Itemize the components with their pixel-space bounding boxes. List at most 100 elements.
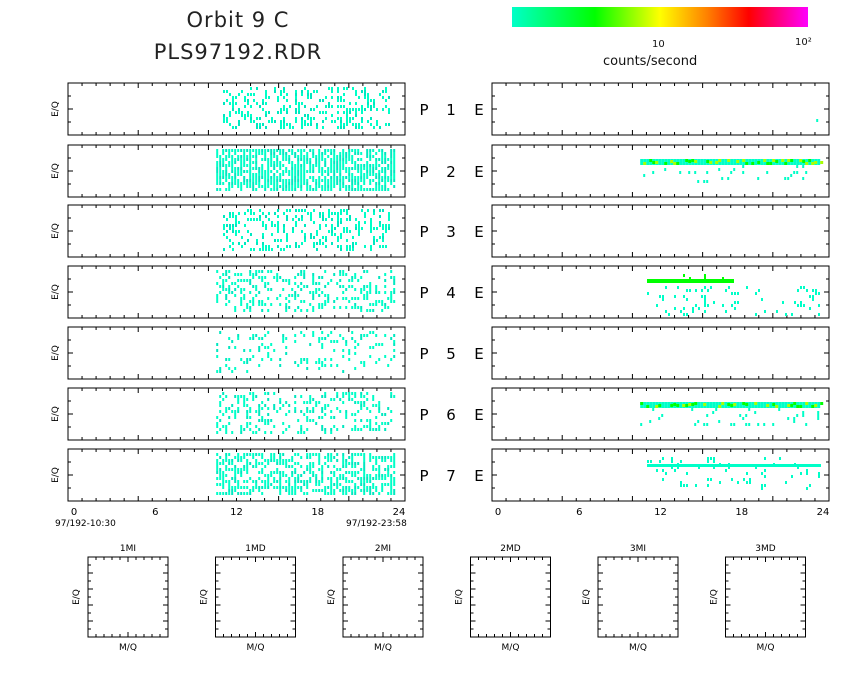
- left-data-cell: [259, 215, 261, 218]
- left-data-cell: [250, 212, 252, 215]
- left-data-cell: [250, 114, 252, 117]
- left-data-cell: [225, 468, 228, 471]
- left-data-cell: [300, 431, 303, 434]
- left-data-cell: [270, 419, 273, 422]
- left-data-cell: [357, 471, 360, 474]
- left-data-cell: [321, 167, 324, 170]
- left-data-cell: [252, 486, 255, 489]
- left-data-cell: [352, 245, 354, 248]
- left-data-cell: [345, 477, 348, 480]
- left-data-cell: [238, 111, 240, 114]
- right-data-cell: [704, 310, 706, 313]
- left-data-cell: [291, 492, 294, 495]
- left-data-cell: [234, 294, 237, 297]
- right-data-cell-band: [815, 464, 818, 467]
- left-data-cell: [310, 123, 312, 126]
- left-data-cell: [234, 179, 237, 182]
- left-data-cell: [270, 149, 273, 152]
- left-data-cell: [225, 465, 228, 468]
- left-data-cell: [343, 99, 345, 102]
- left-data-cell: [240, 456, 243, 459]
- right-data-cell-band: [758, 464, 761, 467]
- left-data-cell: [369, 282, 372, 285]
- left-data-cell: [360, 392, 363, 395]
- left-data-cell: [319, 212, 321, 215]
- left-data-cell: [249, 152, 252, 155]
- left-data-cell: [277, 221, 279, 224]
- left-data-cell: [390, 161, 393, 164]
- left-data-cell: [381, 185, 384, 188]
- left-data-cell: [349, 215, 351, 218]
- left-data-cell: [369, 285, 372, 288]
- left-data-cell: [219, 167, 222, 170]
- left-data-cell: [303, 300, 306, 303]
- right-data-cell-band: [677, 464, 680, 467]
- right-data-cell: [664, 168, 667, 171]
- left-data-cell: [261, 453, 264, 456]
- left-data-cell: [370, 218, 372, 221]
- left-data-cell: [243, 279, 246, 282]
- left-data-cell: [349, 218, 351, 221]
- left-data-cell: [336, 170, 339, 173]
- left-data-cell: [348, 395, 351, 398]
- right-data-cell: [754, 411, 757, 414]
- right-data-cell: [725, 289, 727, 292]
- left-data-cell: [268, 120, 270, 123]
- panel-layer: E/Q P 1 EE/Q P 2 EE/Q P 3 EE/Q P 4 EE/Q P 5 EE/Q P 6 EE/Q P…: [51, 82, 830, 529]
- mq-panel-xlabel: M/Q: [374, 643, 392, 653]
- left-data-cell: [283, 230, 285, 233]
- mq-panel-ylabel: E/Q: [327, 589, 337, 605]
- left-data-cell: [303, 480, 306, 483]
- left-data-cell: [264, 334, 267, 337]
- left-data-cell: [273, 471, 276, 474]
- left-data-cell: [261, 152, 264, 155]
- left-data-cell: [372, 149, 375, 152]
- left-data-cell: [265, 90, 267, 93]
- left-data-cell: [363, 164, 366, 167]
- left-data-cell: [340, 218, 342, 221]
- left-data-cell: [276, 188, 279, 191]
- left-data-cell: [261, 185, 264, 188]
- left-data-cell: [379, 93, 381, 96]
- left-data-cell: [393, 291, 396, 294]
- left-data-cell: [342, 167, 345, 170]
- left-data-cell: [357, 279, 360, 282]
- left-data-cell: [264, 173, 267, 176]
- left-data-cell: [238, 120, 240, 123]
- left-data-cell: [360, 361, 363, 364]
- left-data-cell: [301, 117, 303, 120]
- left-data-cell: [288, 477, 291, 480]
- right-data-cell: [728, 286, 730, 289]
- left-data-cell: [309, 167, 312, 170]
- left-data-cell: [324, 164, 327, 167]
- right-data-cell: [734, 292, 736, 295]
- right-data-cell-band: [731, 279, 734, 283]
- right-data-cell: [692, 310, 694, 313]
- left-data-cell: [324, 486, 327, 489]
- right-data-cell-band: [658, 159, 662, 165]
- left-data-cell: [336, 477, 339, 480]
- left-data-cell: [346, 117, 348, 120]
- left-data-cell: [267, 176, 270, 179]
- left-data-cell: [331, 230, 333, 233]
- left-data-cell: [330, 459, 333, 462]
- right-data-cell-band: [703, 159, 707, 165]
- left-data-cell: [273, 404, 276, 407]
- left-data-cell: [234, 477, 237, 480]
- left-data-cell: [244, 212, 246, 215]
- left-data-cell: [237, 407, 240, 410]
- left-data-cell: [283, 87, 285, 90]
- left-data-cell: [315, 480, 318, 483]
- left-data-cell: [330, 152, 333, 155]
- left-data-cell: [309, 170, 312, 173]
- left-data-cell: [376, 227, 378, 230]
- left-data-cell: [222, 279, 225, 282]
- row-label-e: E: [474, 163, 483, 181]
- left-data-cell: [321, 343, 324, 346]
- right-data-cell: [806, 289, 808, 292]
- left-data-cell: [271, 117, 273, 120]
- left-data-cell: [291, 182, 294, 185]
- left-data-cell: [228, 288, 231, 291]
- left-data-cell: [336, 155, 339, 158]
- left-data-cell: [228, 489, 231, 492]
